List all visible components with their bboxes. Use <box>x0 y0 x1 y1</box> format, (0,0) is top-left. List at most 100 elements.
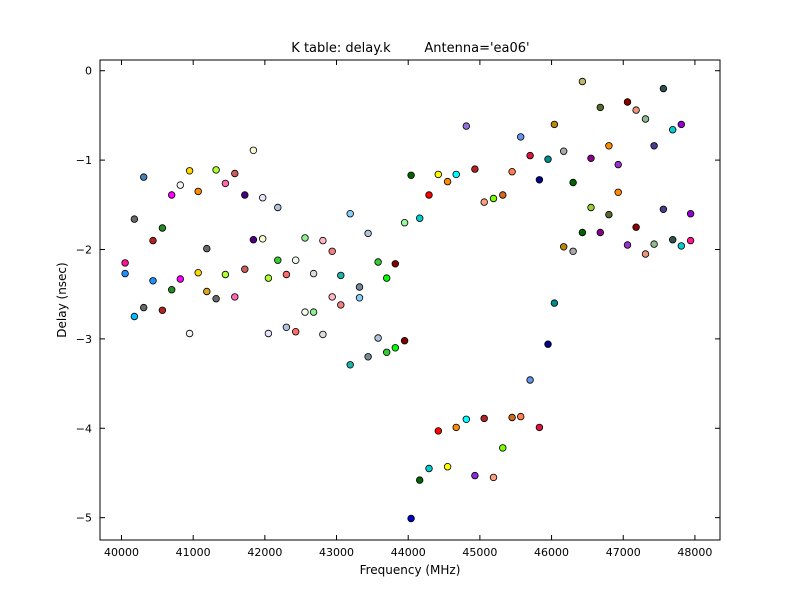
data-point-32 <box>259 235 267 243</box>
data-point-121 <box>659 84 668 93</box>
data-point-111 <box>614 160 622 169</box>
data-point-77 <box>462 122 470 130</box>
data-point-15 <box>185 167 194 175</box>
data-point-16 <box>185 329 194 338</box>
data-point-96 <box>544 340 552 348</box>
data-point-31 <box>259 193 267 202</box>
data-point-26 <box>231 293 239 301</box>
data-point-94 <box>535 423 544 432</box>
data-point-27 <box>241 191 249 199</box>
data-point-99 <box>560 147 568 155</box>
data-point-74 <box>443 463 452 471</box>
data-point-35 <box>274 203 282 212</box>
data-point-53 <box>355 283 364 291</box>
data-point-101 <box>569 178 577 187</box>
data-point-39 <box>292 256 300 264</box>
data-point-90 <box>517 412 525 421</box>
data-point-123 <box>669 125 677 134</box>
data-point-29 <box>249 146 258 154</box>
data-point-46 <box>319 330 327 339</box>
data-point-86 <box>499 444 507 452</box>
data-point-72 <box>434 427 442 435</box>
data-point-43 <box>309 269 318 278</box>
data-point-30 <box>249 235 258 244</box>
data-point-3 <box>130 215 139 223</box>
data-point-113 <box>623 98 632 106</box>
y-tick-label: −4 <box>76 422 92 435</box>
data-point-28 <box>241 265 249 273</box>
data-point-84 <box>489 473 498 482</box>
y-tick-label: −5 <box>76 512 92 525</box>
data-point-38 <box>282 323 291 331</box>
data-point-13 <box>176 181 184 189</box>
data-point-64 <box>400 337 409 345</box>
data-point-87 <box>508 167 516 176</box>
data-point-91 <box>526 151 534 160</box>
data-point-62 <box>391 344 399 352</box>
x-axis-label: Frequency (MHz) <box>360 563 461 577</box>
data-point-11 <box>167 191 176 199</box>
data-point-21 <box>212 166 220 174</box>
data-point-24 <box>221 270 230 279</box>
data-point-100 <box>560 243 568 251</box>
data-point-110 <box>605 210 613 219</box>
y-tick-label: 0 <box>85 65 92 78</box>
x-tick-label: 46000 <box>534 546 569 559</box>
data-point-23 <box>221 179 230 188</box>
data-point-1 <box>121 259 129 267</box>
data-point-95 <box>544 155 552 163</box>
data-point-67 <box>416 214 424 222</box>
data-point-85 <box>499 191 507 199</box>
y-tick-label: −1 <box>76 154 92 167</box>
data-point-2 <box>121 269 129 278</box>
x-tick-label: 43000 <box>319 546 354 559</box>
data-point-128 <box>686 236 695 245</box>
data-point-124 <box>669 235 677 244</box>
data-point-70 <box>425 464 433 473</box>
data-point-105 <box>587 154 595 162</box>
data-point-116 <box>632 223 640 231</box>
data-point-79 <box>471 165 479 173</box>
data-point-9 <box>158 224 167 232</box>
data-point-17 <box>194 187 202 196</box>
data-point-20 <box>203 287 211 296</box>
data-point-45 <box>319 236 327 245</box>
data-point-44 <box>309 308 318 316</box>
data-point-71 <box>434 170 442 179</box>
data-point-78 <box>462 415 470 423</box>
data-point-118 <box>641 250 650 258</box>
data-point-65 <box>407 171 415 179</box>
data-point-8 <box>149 277 157 285</box>
data-point-47 <box>328 247 336 255</box>
data-point-14 <box>176 275 184 283</box>
data-point-112 <box>614 188 622 196</box>
chart-title: K table: delay.k Antenna='ea06' <box>291 41 529 56</box>
data-point-25 <box>231 169 239 178</box>
data-point-6 <box>139 303 148 312</box>
data-point-22 <box>212 295 220 303</box>
data-point-126 <box>677 242 685 250</box>
data-point-107 <box>596 103 604 112</box>
y-axis-label: Delay (nsec) <box>55 262 69 337</box>
data-point-60 <box>383 348 391 356</box>
data-point-81 <box>480 198 488 206</box>
data-point-92 <box>526 376 534 384</box>
data-point-5 <box>139 173 148 181</box>
data-point-125 <box>677 120 685 129</box>
data-point-51 <box>346 209 354 218</box>
data-point-82 <box>480 414 488 423</box>
data-point-115 <box>632 106 640 114</box>
data-point-55 <box>364 229 372 238</box>
data-point-56 <box>364 353 372 361</box>
data-point-119 <box>650 142 658 150</box>
data-point-88 <box>508 413 516 422</box>
data-point-127 <box>686 209 695 218</box>
data-point-83 <box>489 194 498 203</box>
axis-ticks: 40000 41000 42000 43000 44000 45000 46000 47000… <box>76 60 720 559</box>
data-point-58 <box>374 334 382 342</box>
plot-area-frame <box>99 59 721 541</box>
data-point-34 <box>264 329 273 338</box>
x-tick-label: 47000 <box>606 546 641 559</box>
data-point-40 <box>292 328 300 336</box>
